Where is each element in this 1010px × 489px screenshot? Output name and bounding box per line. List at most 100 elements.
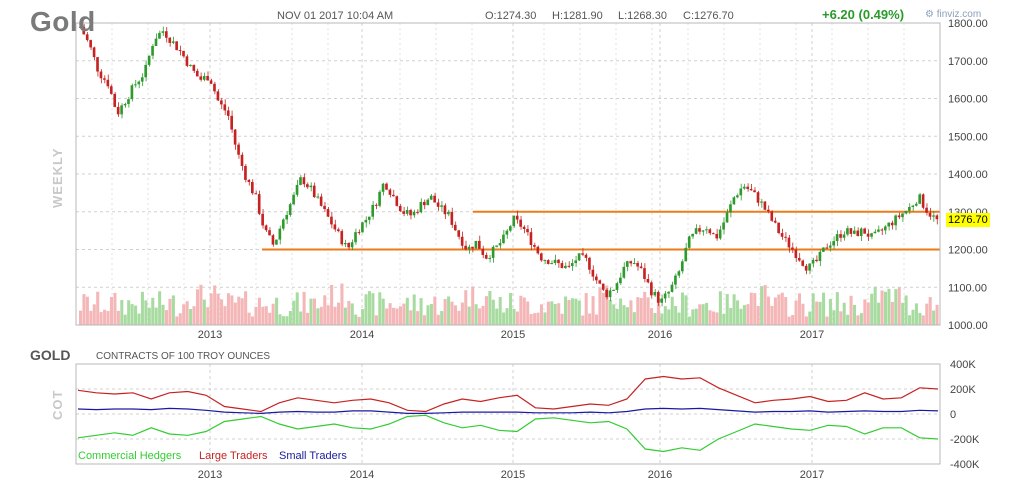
candle-body xyxy=(904,210,908,214)
candle-body xyxy=(515,215,519,220)
volume-bar xyxy=(914,303,918,325)
price-tick-label: 1800.00 xyxy=(948,18,988,30)
volume-bar xyxy=(433,296,437,325)
volume-bar xyxy=(832,310,836,325)
volume-bar xyxy=(918,312,922,325)
candle-body xyxy=(543,260,547,262)
candle-body xyxy=(392,194,395,197)
volume-bar xyxy=(760,286,764,325)
candle-body xyxy=(309,185,313,188)
volume-bar xyxy=(715,312,719,325)
volume-bar xyxy=(306,312,310,325)
candle-body xyxy=(897,215,901,218)
volume-bar xyxy=(471,286,475,325)
volume-bar xyxy=(581,315,585,325)
candle-body xyxy=(591,269,595,277)
candle-body xyxy=(815,259,818,262)
volume-bar xyxy=(842,302,846,325)
volume-bar xyxy=(171,295,175,325)
volume-bar xyxy=(656,298,660,325)
price-tick-label: 1100.00 xyxy=(948,282,987,294)
volume-bar xyxy=(374,315,378,325)
volume-bar xyxy=(557,303,561,325)
volume-bar xyxy=(615,308,619,325)
volume-bar xyxy=(498,296,502,325)
candle-body xyxy=(677,271,681,276)
grid-lines xyxy=(76,22,940,465)
candle-body xyxy=(178,50,182,52)
volume-bar xyxy=(567,299,571,325)
candle-body xyxy=(894,215,897,226)
volume-bar xyxy=(247,312,251,325)
volume-bar xyxy=(357,316,361,325)
candle-body xyxy=(787,237,791,248)
volume-bar xyxy=(292,300,296,325)
candle-body xyxy=(371,204,375,217)
candle-body xyxy=(337,229,340,232)
candle-body xyxy=(109,86,113,94)
candle-body xyxy=(323,205,326,210)
candle-body xyxy=(512,215,516,227)
candle-body xyxy=(385,183,388,190)
candle-body xyxy=(120,105,123,115)
commercial-hedgers-line xyxy=(77,414,939,453)
volume-bar xyxy=(378,292,382,325)
candle-body xyxy=(367,216,371,220)
volume-bar xyxy=(134,305,138,325)
volume-bar xyxy=(509,293,513,325)
volume-bar xyxy=(835,292,839,325)
volume-bar xyxy=(608,299,612,325)
volume-bar xyxy=(405,297,409,325)
volume-bar xyxy=(144,300,148,325)
volume-bar xyxy=(423,315,427,325)
candle-body xyxy=(725,212,729,223)
volume-bar xyxy=(299,311,303,325)
finviz-logo-icon: ⚙ xyxy=(925,9,934,20)
candle-body xyxy=(374,204,378,206)
candle-body xyxy=(742,186,746,189)
volume-bar xyxy=(161,304,165,325)
price-tick-label: 1700.00 xyxy=(948,56,988,68)
candle-body xyxy=(797,257,801,261)
volume-bar xyxy=(650,308,654,325)
datetime-label: NOV 01 2017 10:04 AM xyxy=(277,10,394,22)
volume-bar xyxy=(481,305,485,325)
volume-bar xyxy=(619,298,623,325)
brand-link[interactable]: ⚙ finviz.com xyxy=(925,9,981,20)
volume-bar xyxy=(123,314,127,325)
cot-year-tick-label: 2013 xyxy=(198,469,222,481)
volume-bar xyxy=(309,298,313,325)
volume-bar xyxy=(539,304,543,325)
candle-body xyxy=(863,228,866,234)
candle-body xyxy=(653,291,657,296)
volume-bar xyxy=(529,314,533,325)
volume-bar xyxy=(925,303,929,325)
volume-bar xyxy=(103,309,107,325)
volume-bar xyxy=(178,313,182,325)
volume-bar xyxy=(711,311,715,325)
candle-body xyxy=(412,211,416,216)
volume-bar xyxy=(705,302,709,325)
candle-body xyxy=(240,154,244,166)
volume-bar xyxy=(165,310,169,325)
candle-body xyxy=(116,106,120,115)
cot-tick-label: 200K xyxy=(950,384,976,396)
cot-lines xyxy=(77,375,939,453)
volume-bar xyxy=(739,308,743,325)
year-tick-label: 2014 xyxy=(350,329,374,341)
candle-body xyxy=(233,129,237,145)
volume-bar xyxy=(312,298,316,325)
candle-body xyxy=(316,196,319,198)
volume-bar xyxy=(605,285,609,325)
candle-body xyxy=(447,211,450,215)
volume-bar xyxy=(343,307,347,325)
candle-body xyxy=(450,211,454,225)
volume-bar xyxy=(275,297,279,325)
volume-bar xyxy=(808,311,812,325)
cot-year-tick-label: 2016 xyxy=(648,469,672,481)
volume-bar xyxy=(230,295,234,325)
candle-body xyxy=(932,215,935,217)
volume-bar xyxy=(780,292,784,325)
volume-bar xyxy=(746,304,750,325)
candle-body xyxy=(288,204,292,215)
